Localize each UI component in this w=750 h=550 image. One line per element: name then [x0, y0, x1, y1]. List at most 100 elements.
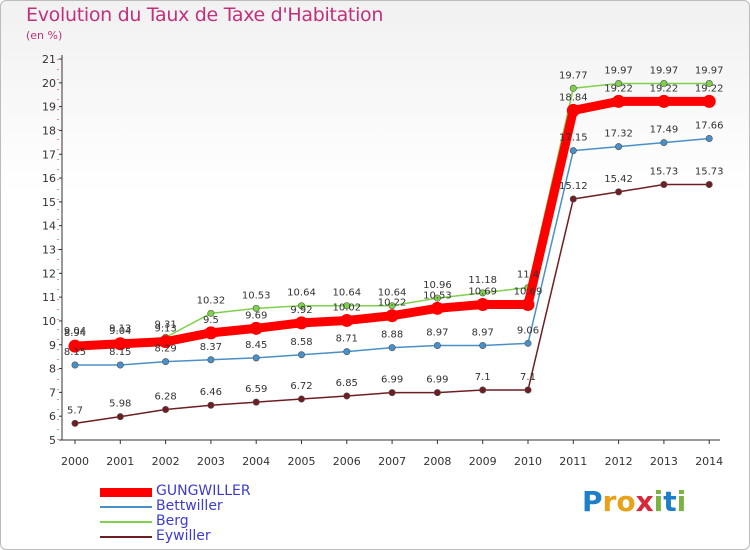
data-point	[433, 389, 441, 397]
logo-letter: x	[635, 485, 654, 518]
data-label: 10.96	[423, 280, 452, 291]
data-label: 9.06	[517, 325, 539, 336]
data-point	[249, 321, 263, 335]
data-label: 6.85	[336, 378, 358, 389]
y-tick-label: 5	[49, 434, 56, 447]
data-label: 10.69	[514, 287, 543, 298]
x-tick-label: 2009	[469, 455, 497, 468]
data-point	[295, 316, 308, 330]
data-point	[252, 354, 260, 362]
data-point	[207, 309, 215, 317]
data-point	[657, 94, 671, 108]
y-tick-label: 8	[49, 363, 56, 376]
data-point	[615, 188, 623, 196]
data-point	[207, 401, 215, 409]
data-point	[162, 406, 170, 414]
data-label: 6.59	[245, 384, 267, 395]
data-point	[705, 80, 713, 88]
data-point	[116, 413, 124, 421]
line-chart: 5 6 7 8 9 10 11 12 13 14 15 16 17 18 19 20 21 2000 2001 200…	[42, 53, 724, 468]
x-tick-label: 2001	[106, 455, 134, 468]
data-label: 5.7	[67, 405, 83, 416]
data-point	[569, 195, 577, 203]
series-lines	[68, 80, 716, 427]
axes: 5 6 7 8 9 10 11 12 13 14 15 16 17 18 19 20 21 2000 2001 200…	[42, 53, 723, 468]
logo-letter: i	[676, 485, 687, 518]
data-label: 10.64	[287, 288, 316, 299]
data-label: 15.73	[650, 166, 679, 177]
data-label: 17.32	[604, 129, 633, 140]
data-point	[612, 94, 626, 108]
legend-label: Bettwiller	[156, 498, 223, 514]
data-label: 15.73	[695, 166, 724, 177]
data-label: 9.69	[245, 310, 267, 321]
data-label: 6.46	[200, 387, 222, 398]
x-tick-label: 2014	[695, 455, 723, 468]
data-point	[343, 348, 351, 356]
data-label: 19.97	[604, 66, 633, 77]
data-point	[343, 392, 351, 400]
legend-swatch	[100, 506, 152, 508]
x-tick-label: 2008	[423, 455, 451, 468]
data-label: 8.37	[200, 342, 222, 353]
data-label: 15.12	[559, 181, 588, 192]
data-label: 7.1	[520, 372, 536, 383]
data-point	[705, 135, 713, 143]
data-label: 8.15	[109, 347, 131, 358]
data-label: 9.13	[154, 324, 176, 335]
data-label: 9.04	[64, 326, 86, 337]
data-label: 9.92	[290, 305, 312, 316]
logo-letter: r	[602, 485, 617, 518]
data-point	[71, 419, 79, 427]
x-tick-label: 2011	[559, 455, 587, 468]
x-tick-label: 2004	[242, 455, 270, 468]
y-tick-label: 9	[49, 339, 56, 352]
data-point	[113, 337, 127, 351]
x-tick-label: 2007	[378, 455, 406, 468]
data-label: 9.13	[109, 324, 131, 335]
data-label: 8.15	[64, 347, 86, 358]
data-label: 19.77	[559, 70, 588, 81]
logo-letter: o	[616, 485, 636, 518]
x-tick-label: 2000	[61, 455, 89, 468]
y-tick-label: 7	[49, 386, 56, 399]
data-label: 9.5	[203, 315, 219, 326]
data-label: 8.71	[336, 334, 358, 345]
data-point	[252, 304, 260, 312]
data-label: 19.22	[650, 83, 679, 94]
logo-letter: i	[653, 485, 664, 518]
y-tick-label: 16	[42, 172, 56, 185]
data-label: 8.94	[64, 328, 86, 339]
y-tick-label: 13	[42, 244, 56, 257]
y-tick-label: 12	[42, 267, 56, 280]
y-axis-unit: (en %)	[26, 29, 63, 42]
data-label: 8.97	[426, 327, 448, 338]
data-label: 10.32	[197, 295, 226, 306]
data-label: 6.99	[381, 375, 403, 386]
data-point	[71, 361, 79, 369]
data-label: 19.97	[695, 66, 724, 77]
y-tick-label: 21	[42, 53, 56, 66]
data-point	[430, 301, 444, 315]
data-point	[385, 309, 399, 323]
data-label: 8.29	[154, 344, 176, 355]
legend-label: Eywiller	[156, 528, 211, 544]
data-label: 10.53	[423, 290, 452, 301]
legend-label: GUNGWILLER	[156, 483, 251, 499]
data-label: 18.84	[559, 92, 588, 103]
y-tick-label: 20	[42, 77, 56, 90]
logo-letter: t	[663, 485, 677, 518]
data-label: 9.04	[109, 326, 131, 337]
data-label: 8.97	[472, 327, 494, 338]
x-tick-label: 2003	[197, 455, 225, 468]
legend-swatch	[100, 536, 152, 538]
data-label: 17.15	[559, 133, 588, 144]
legend-swatch	[100, 521, 152, 523]
data-point	[388, 389, 396, 397]
data-point	[479, 289, 487, 297]
data-point	[252, 398, 260, 406]
data-point	[566, 103, 580, 117]
data-point	[340, 313, 354, 327]
data-label: 19.22	[695, 83, 724, 94]
data-point	[479, 386, 487, 394]
